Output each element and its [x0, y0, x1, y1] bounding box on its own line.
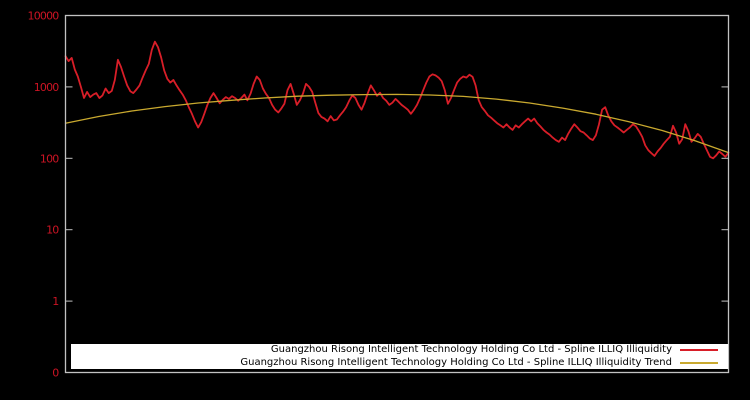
y-axis-label: 10000 [28, 10, 60, 23]
legend-label-illiquidity: Guangzhou Risong Intelligent Technology … [270, 344, 672, 355]
y-axis-label: 1000 [34, 81, 60, 94]
illiquidity-line [64, 40, 730, 160]
legend-line-sample-trend [680, 362, 718, 364]
legend-label-trend: Guangzhou Risong Intelligent Technology … [240, 357, 672, 368]
legend-line-sample-illiquidity [680, 349, 718, 351]
legend-item-trend: Guangzhou Risong Intelligent Technology … [71, 357, 728, 369]
y-axis-label: 1 [52, 295, 58, 308]
plot-border [64, 14, 730, 374]
legend: Guangzhou Risong Intelligent Technology … [71, 344, 728, 369]
y-axis-label: 100 [40, 152, 59, 165]
y-axis-label: 0 [52, 367, 59, 380]
legend-item-illiquidity: Guangzhou Risong Intelligent Technology … [71, 344, 728, 356]
trend-line [64, 93, 730, 154]
y-axis-label: 10 [46, 224, 59, 237]
